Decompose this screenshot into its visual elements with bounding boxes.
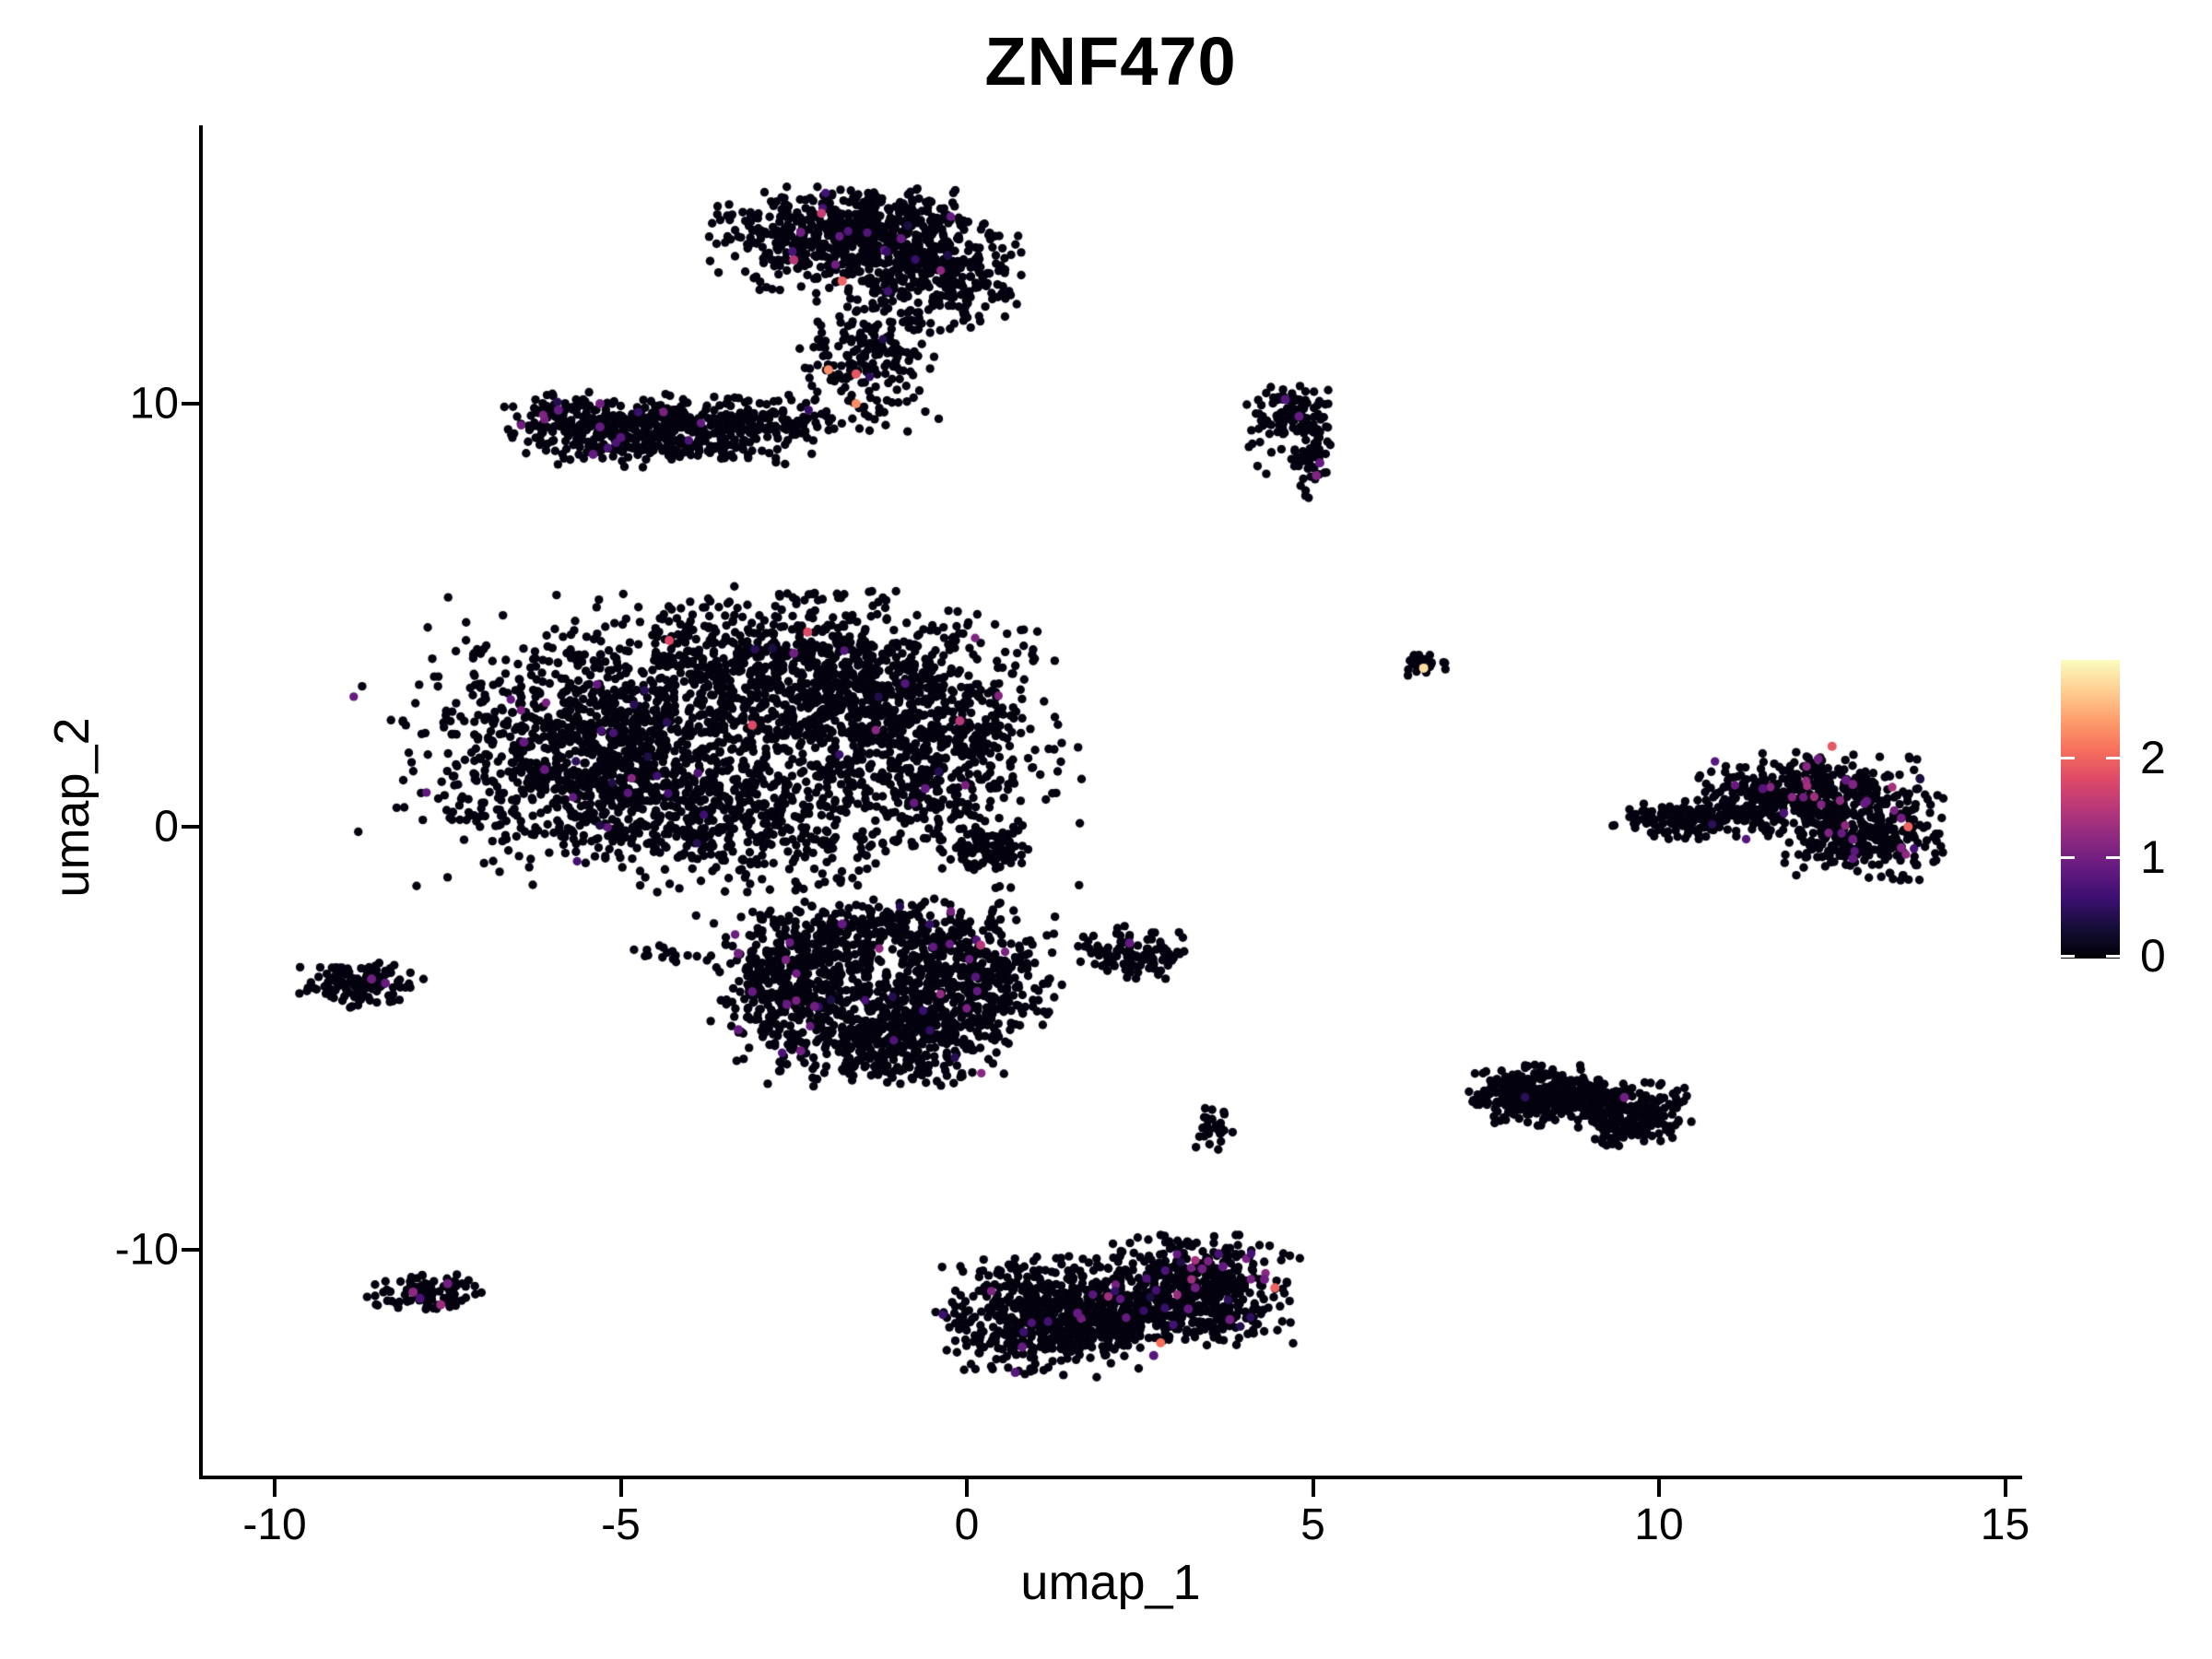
- y-axis-line: [199, 125, 203, 1479]
- y-tick-label: 10: [129, 379, 179, 429]
- y-tick-mark: [182, 825, 199, 829]
- colorbar-gradient: [2061, 660, 2120, 959]
- colorbar-tick-mark: [2106, 955, 2120, 958]
- colorbar-tick-mark: [2106, 855, 2120, 859]
- x-tick-label: -5: [601, 1500, 641, 1549]
- x-tick-mark: [2003, 1479, 2007, 1497]
- colorbar-tick-mark: [2106, 757, 2120, 760]
- y-tick-mark: [182, 402, 199, 406]
- x-tick-mark: [273, 1479, 276, 1497]
- y-tick-label: 0: [154, 802, 179, 852]
- colorbar-tick-mark: [2061, 955, 2075, 958]
- colorbar-tick-label: 1: [2140, 830, 2166, 883]
- y-axis-title: umap_2: [44, 717, 100, 898]
- y-tick-label: -10: [114, 1225, 179, 1275]
- colorbar-tick-mark: [2061, 757, 2075, 760]
- x-tick-label: 15: [1980, 1500, 2030, 1549]
- y-tick-mark: [182, 1248, 199, 1252]
- colorbar-tick-label: 2: [2140, 732, 2166, 784]
- x-axis-line: [199, 1476, 2022, 1479]
- x-tick-label: 0: [954, 1500, 980, 1549]
- x-tick-mark: [1657, 1479, 1661, 1497]
- x-axis-title: umap_1: [1020, 1555, 1201, 1610]
- x-tick-label: 5: [1300, 1500, 1325, 1549]
- colorbar-tick-mark: [2061, 855, 2075, 859]
- x-tick-mark: [1311, 1479, 1315, 1497]
- x-tick-mark: [618, 1479, 623, 1497]
- page-title: ZNF470: [984, 23, 1237, 100]
- x-tick-label: -10: [242, 1500, 307, 1549]
- x-tick-label: 10: [1634, 1500, 1684, 1549]
- x-tick-mark: [965, 1479, 969, 1497]
- colorbar-tick-label: 0: [2140, 930, 2166, 982]
